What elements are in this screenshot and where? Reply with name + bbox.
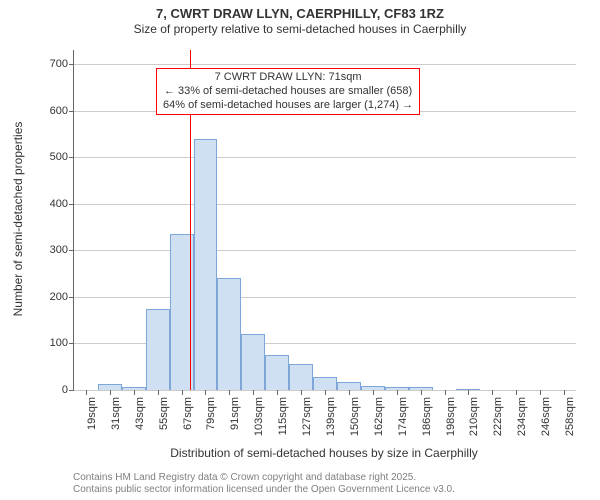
ytick-label: 200 — [50, 291, 74, 303]
xaxis-label: Distribution of semi-detached houses by … — [73, 446, 575, 460]
gridline — [74, 157, 576, 158]
xtick-label: 258sqm — [564, 397, 576, 436]
xtick-mark — [397, 390, 398, 395]
histogram-bar — [217, 278, 241, 390]
xtick-label: 43sqm — [134, 397, 146, 430]
xtick-label: 31sqm — [110, 397, 122, 430]
xtick-label: 19sqm — [86, 397, 98, 430]
xtick-mark — [277, 390, 278, 395]
xtick-mark — [110, 390, 111, 395]
gridline — [74, 204, 576, 205]
gridline — [74, 297, 576, 298]
histogram-bar — [313, 377, 337, 390]
xtick-label: 246sqm — [540, 397, 552, 436]
yaxis-label: Number of semi-detached properties — [11, 119, 25, 319]
xtick-mark — [325, 390, 326, 395]
xtick-label: 103sqm — [253, 397, 265, 436]
histogram-bar — [289, 364, 313, 390]
histogram-chart: 0 100 200 300 400 500 600 700 19sqm 31sqm 43sqm 55s… — [0, 0, 600, 500]
xtick-label: 91sqm — [229, 397, 241, 430]
xtick-label: 67sqm — [182, 397, 194, 430]
histogram-bar — [241, 334, 265, 390]
xtick-label: 139sqm — [325, 397, 337, 436]
xtick-label: 174sqm — [397, 397, 409, 436]
xtick-label: 55sqm — [158, 397, 170, 430]
ytick-label: 600 — [50, 105, 74, 117]
xtick-label: 127sqm — [301, 397, 313, 436]
footer-line1: Contains HM Land Registry data © Crown c… — [73, 472, 455, 484]
xtick-label: 222sqm — [492, 397, 504, 436]
footer-line2: Contains public sector information licen… — [73, 484, 455, 496]
histogram-bar — [146, 309, 170, 391]
ytick-label: 0 — [62, 384, 74, 396]
xtick-mark — [421, 390, 422, 395]
annotation-line: ← 33% of semi-detached houses are smalle… — [163, 85, 413, 99]
gridline — [74, 64, 576, 65]
histogram-bar — [194, 139, 218, 391]
xtick-label: 162sqm — [373, 397, 385, 436]
ytick-label: 300 — [50, 244, 74, 256]
xtick-mark — [516, 390, 517, 395]
xtick-label: 150sqm — [349, 397, 361, 436]
xtick-label: 186sqm — [421, 397, 433, 436]
xtick-mark — [253, 390, 254, 395]
annotation-box: 7 CWRT DRAW LLYN: 71sqm← 33% of semi-det… — [156, 68, 420, 115]
xtick-label: 115sqm — [277, 397, 289, 435]
footer-attribution: Contains HM Land Registry data © Crown c… — [73, 472, 455, 496]
xtick-label: 210sqm — [468, 397, 480, 436]
ytick-label: 400 — [50, 198, 74, 210]
xtick-mark — [229, 390, 230, 395]
ytick-label: 100 — [50, 337, 74, 349]
xtick-mark — [182, 390, 183, 395]
xtick-mark — [134, 390, 135, 395]
xtick-mark — [445, 390, 446, 395]
xtick-mark — [86, 390, 87, 395]
xtick-mark — [468, 390, 469, 395]
histogram-bar — [265, 355, 289, 390]
xtick-mark — [492, 390, 493, 395]
ytick-label: 700 — [50, 58, 74, 70]
xtick-label: 79sqm — [205, 397, 217, 430]
xtick-label: 234sqm — [516, 397, 528, 436]
plot-area: 010020030040050060070019sqm31sqm43sqm55s… — [73, 50, 576, 391]
histogram-bar — [337, 382, 361, 390]
xtick-mark — [564, 390, 565, 395]
xtick-mark — [205, 390, 206, 395]
xtick-mark — [158, 390, 159, 395]
xtick-mark — [540, 390, 541, 395]
ytick-label: 500 — [50, 151, 74, 163]
xtick-mark — [349, 390, 350, 395]
annotation-line: 64% of semi-detached houses are larger (… — [163, 99, 413, 113]
xtick-label: 198sqm — [445, 397, 457, 436]
xtick-mark — [373, 390, 374, 395]
annotation-line: 7 CWRT DRAW LLYN: 71sqm — [163, 71, 413, 85]
gridline — [74, 250, 576, 251]
xtick-mark — [301, 390, 302, 395]
